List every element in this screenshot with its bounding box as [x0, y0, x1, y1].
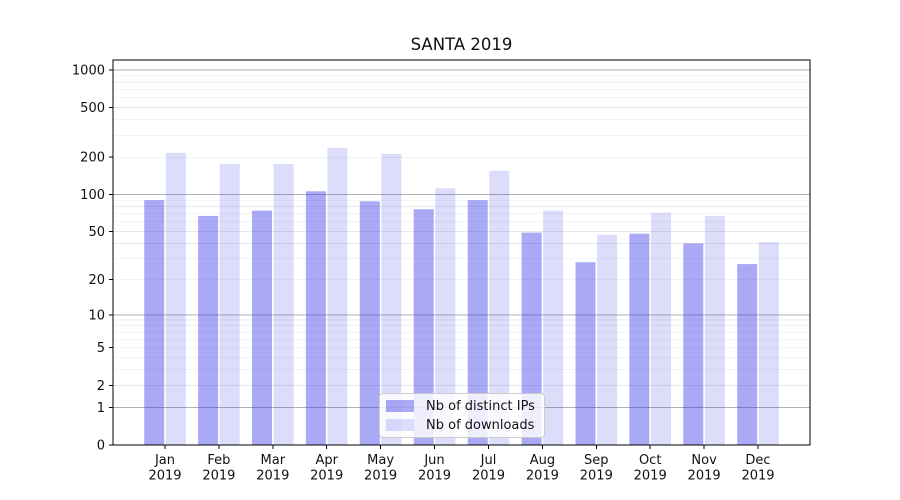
- y-tick-label: 1000: [72, 63, 105, 78]
- x-tick-label-oct: Oct 2019: [634, 453, 667, 484]
- chart-title: SANTA 2019: [410, 35, 513, 54]
- bar-downloads-dec: [758, 242, 779, 445]
- bar-downloads-oct: [651, 212, 671, 445]
- bar-distinct-ips-feb: [198, 215, 219, 445]
- bar-downloads-feb: [219, 164, 240, 445]
- y-tick-label: 2: [97, 379, 105, 394]
- bar-distinct-ips-jul: [467, 200, 488, 445]
- bar-downloads-apr: [327, 147, 348, 445]
- x-tick-label-dec: Dec 2019: [741, 453, 774, 484]
- x-tick-label-jan: Jan 2019: [148, 453, 181, 484]
- y-tick-label: 500: [80, 101, 105, 116]
- legend-swatch-distinct-ips: [386, 400, 414, 412]
- y-tick-label: 1: [97, 401, 105, 416]
- bar-distinct-ips-dec: [737, 264, 758, 445]
- y-tick-label: 5: [97, 341, 105, 356]
- bar-distinct-ips-aug: [521, 232, 542, 445]
- bar-distinct-ips-may: [359, 201, 380, 445]
- bar-distinct-ips-jun: [413, 209, 434, 445]
- legend: Nb of distinct IPs Nb of downloads: [379, 393, 545, 438]
- x-tick-label-aug: Aug 2019: [526, 453, 559, 484]
- bar-distinct-ips-apr: [305, 191, 326, 445]
- bar-distinct-ips-oct: [629, 233, 650, 445]
- legend-item-distinct-ips: Nb of distinct IPs: [386, 399, 538, 414]
- bar-distinct-ips-nov: [683, 243, 704, 445]
- bar-distinct-ips-mar: [252, 210, 272, 445]
- legend-swatch-downloads: [386, 419, 414, 431]
- bar-downloads-jan: [165, 152, 186, 445]
- legend-item-downloads: Nb of downloads: [386, 418, 538, 433]
- bar-downloads-nov: [704, 215, 725, 445]
- legend-label-distinct-ips: Nb of distinct IPs: [426, 398, 535, 414]
- y-tick-label: 200: [80, 151, 105, 166]
- bar-downloads-mar: [273, 164, 294, 445]
- x-tick-label-jul: Jul 2019: [472, 453, 505, 484]
- x-tick-label-jun: Jun 2019: [418, 453, 451, 484]
- y-tick-label: 0: [97, 439, 105, 454]
- bar-downloads-sep: [597, 234, 618, 445]
- x-tick-label-apr: Apr 2019: [310, 453, 343, 484]
- y-tick-label: 10: [88, 308, 105, 323]
- plot-frame: [112, 59, 811, 446]
- y-tick-label: 100: [80, 188, 105, 203]
- bar-distinct-ips-sep: [575, 262, 596, 445]
- bar-downloads-jul: [489, 170, 510, 446]
- x-tick-label-feb: Feb 2019: [202, 453, 235, 484]
- x-tick-label-sep: Sep 2019: [580, 453, 613, 484]
- x-tick-label-nov: Nov 2019: [688, 453, 721, 484]
- bar-distinct-ips-jan: [144, 200, 165, 445]
- bar-downloads-may: [381, 153, 402, 445]
- x-tick-label-mar: Mar 2019: [256, 453, 289, 484]
- y-tick-label: 50: [88, 225, 105, 240]
- bar-downloads-aug: [543, 210, 564, 445]
- y-tick-label: 20: [88, 273, 105, 288]
- x-tick-label-may: May 2019: [364, 453, 397, 484]
- bar-downloads-jun: [435, 188, 456, 446]
- legend-label-downloads: Nb of downloads: [426, 417, 535, 433]
